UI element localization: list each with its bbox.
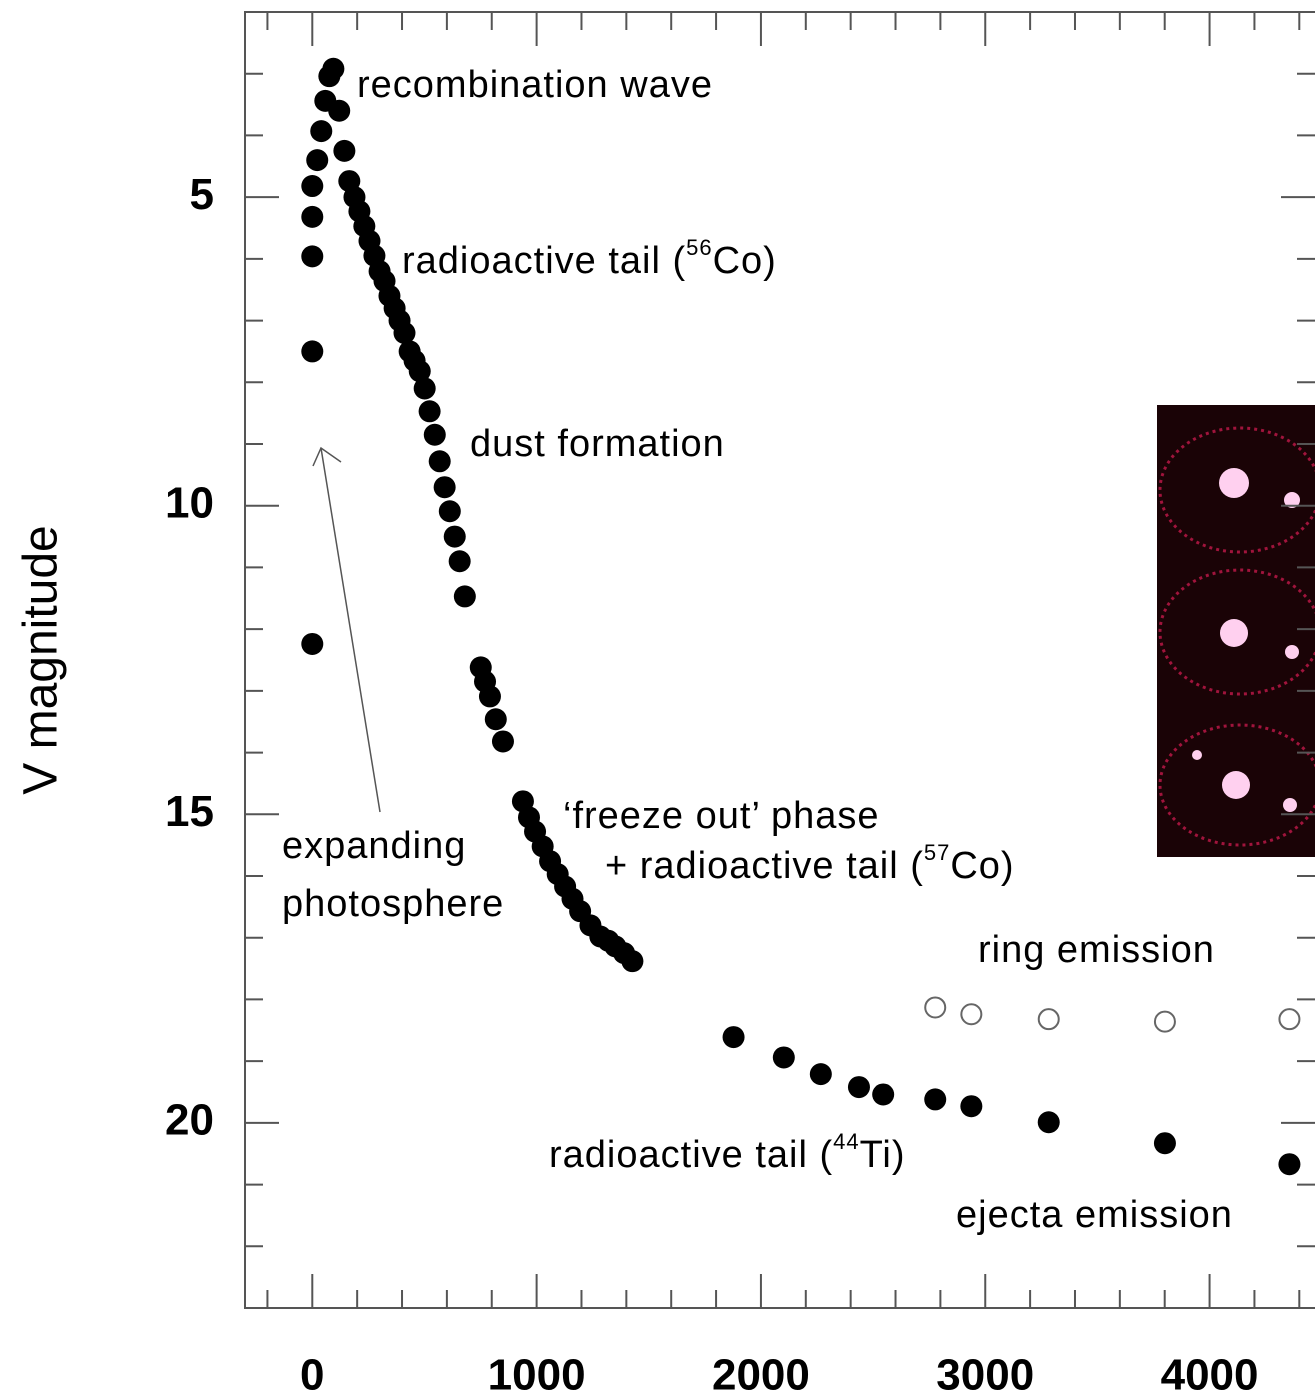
point bbox=[772, 1046, 795, 1069]
point bbox=[453, 585, 476, 608]
annotation-text: dust formation bbox=[470, 423, 725, 465]
annotation: expanding bbox=[282, 825, 466, 867]
y-axis-label: V magnitude bbox=[15, 525, 68, 795]
point bbox=[301, 205, 324, 228]
point bbox=[301, 245, 324, 268]
annotation: ejecta emission bbox=[956, 1194, 1233, 1236]
open-point bbox=[1153, 1010, 1176, 1033]
x-tick-label: 4000 bbox=[1161, 1351, 1259, 1398]
annotation-text: photosphere bbox=[282, 883, 504, 925]
open-point bbox=[1278, 1008, 1301, 1031]
annotation-superscript: 56 bbox=[686, 235, 712, 260]
point bbox=[621, 950, 644, 973]
y-tick-label: 5 bbox=[190, 170, 214, 219]
point bbox=[443, 525, 466, 548]
point bbox=[408, 360, 431, 383]
annotation-superscript: 44 bbox=[833, 1129, 859, 1154]
annotation-text: ‘freeze out’ phase bbox=[563, 795, 880, 837]
annotation-text: expanding bbox=[282, 825, 466, 867]
annotation-superscript: 57 bbox=[924, 840, 950, 865]
point bbox=[418, 400, 441, 423]
point bbox=[428, 450, 451, 473]
point bbox=[301, 632, 324, 655]
annotation-text: recombination wave bbox=[357, 64, 713, 106]
point bbox=[413, 377, 436, 400]
point bbox=[847, 1076, 870, 1099]
x-tick-label: 0 bbox=[300, 1351, 324, 1398]
point bbox=[809, 1063, 832, 1086]
point bbox=[924, 1088, 947, 1111]
annotation-text: radioactive tail ( bbox=[402, 240, 686, 282]
annotation: radioactive tail (56Co) bbox=[402, 235, 777, 282]
open-point bbox=[924, 996, 947, 1019]
annotation-text: radioactive tail ( bbox=[549, 1134, 833, 1176]
point bbox=[433, 476, 456, 499]
annotation: recombination wave bbox=[357, 64, 713, 106]
point bbox=[393, 321, 416, 344]
y-tick-label: 10 bbox=[165, 478, 214, 527]
point bbox=[301, 340, 324, 363]
annotation-text: ring emission bbox=[978, 929, 1215, 971]
annotation-text: ejecta emission bbox=[956, 1194, 1233, 1236]
point bbox=[333, 139, 356, 162]
open-point bbox=[960, 1003, 983, 1026]
x-tick-label: 3000 bbox=[936, 1351, 1034, 1398]
point bbox=[722, 1026, 745, 1049]
plot-frame bbox=[244, 11, 1315, 1309]
annotation: dust formation bbox=[470, 423, 725, 465]
point bbox=[423, 423, 446, 446]
point bbox=[301, 175, 324, 198]
x-tick-label: 1000 bbox=[488, 1351, 586, 1398]
annotation-text: Co) bbox=[713, 240, 777, 282]
point bbox=[960, 1095, 983, 1118]
annotation: ring emission bbox=[978, 929, 1215, 971]
y-tick-label: 15 bbox=[165, 787, 214, 836]
annotation: ‘freeze out’ phase bbox=[563, 795, 880, 837]
point bbox=[306, 149, 329, 172]
annotation: photosphere bbox=[282, 883, 504, 925]
annotation: radioactive tail (44Ti) bbox=[549, 1129, 906, 1176]
point bbox=[1037, 1111, 1060, 1134]
annotation-text: + radioactive tail ( bbox=[605, 845, 924, 887]
point bbox=[448, 550, 471, 573]
point bbox=[328, 99, 351, 122]
annotation-text: Ti) bbox=[860, 1134, 906, 1176]
point bbox=[322, 57, 345, 80]
point bbox=[491, 730, 514, 753]
x-tick-label: 2000 bbox=[712, 1351, 810, 1398]
point bbox=[872, 1083, 895, 1106]
point bbox=[478, 685, 501, 708]
point bbox=[1153, 1132, 1176, 1155]
arrow bbox=[312, 446, 381, 813]
inset-image bbox=[1157, 405, 1315, 857]
point bbox=[484, 708, 507, 731]
point bbox=[310, 120, 333, 143]
point bbox=[1278, 1153, 1301, 1176]
y-tick-label: 20 bbox=[165, 1095, 214, 1144]
annotation-text: Co) bbox=[950, 845, 1014, 887]
point bbox=[438, 500, 461, 523]
open-point bbox=[1037, 1008, 1060, 1031]
annotation: + radioactive tail (57Co) bbox=[605, 840, 1015, 887]
